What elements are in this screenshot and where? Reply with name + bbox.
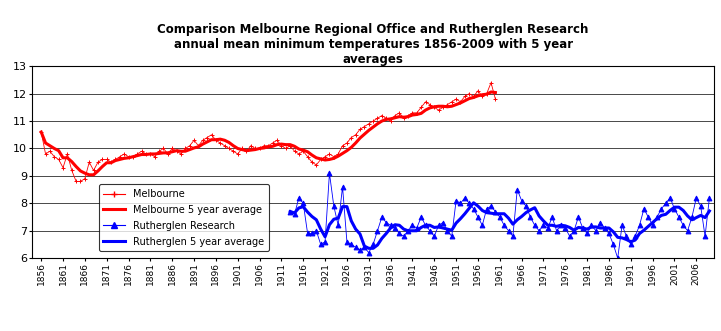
Legend: Melbourne, Melbourne 5 year average, Rutherglen Research, Rutherglen 5 year aver: Melbourne, Melbourne 5 year average, Rut… [99, 184, 269, 252]
Title: Comparison Melbourne Regional Office and Rutherglen Research
annual mean minimum: Comparison Melbourne Regional Office and… [157, 23, 589, 66]
